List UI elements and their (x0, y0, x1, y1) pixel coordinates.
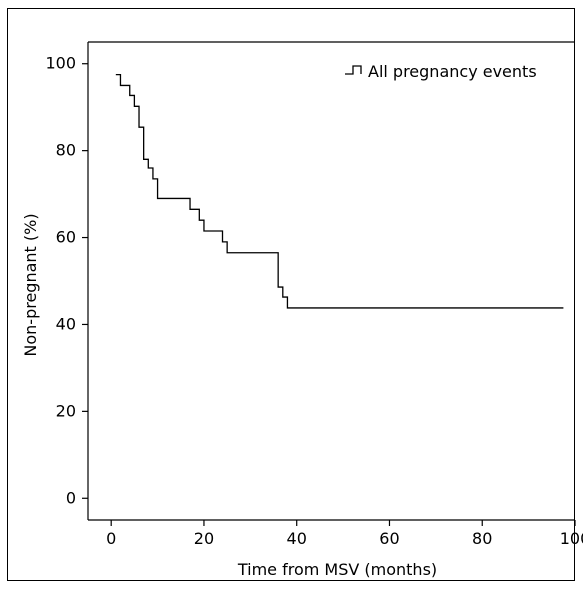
axes (87, 41, 575, 521)
x-tick-label: 80 (472, 529, 492, 548)
chart-frame (7, 8, 575, 581)
y-tick-label: 60 (56, 228, 76, 247)
x-tick-label: 40 (287, 529, 307, 548)
y-tick-label: 100 (45, 54, 76, 73)
legend-step-icon (345, 65, 362, 75)
x-tick-label: 0 (106, 529, 116, 548)
y-tick-label: 0 (66, 488, 76, 507)
x-tick-label: 60 (379, 529, 399, 548)
x-axis-label: Time from MSV (months) (237, 560, 437, 579)
y-tick-label: 80 (56, 141, 76, 160)
y-axis-label: Non-pregnant (%) (21, 213, 40, 356)
y-tick-label: 20 (56, 401, 76, 420)
legend-label: All pregnancy events (368, 62, 537, 81)
y-tick-label: 40 (56, 314, 76, 333)
ticks: 0 20 40 60 80 100 0 20 40 60 80 100 (45, 54, 583, 548)
x-tick-label: 100 (560, 529, 583, 548)
series-line (115, 73, 564, 309)
series (115, 73, 564, 309)
x-tick-label: 20 (194, 529, 214, 548)
legend: All pregnancy events (345, 62, 537, 81)
